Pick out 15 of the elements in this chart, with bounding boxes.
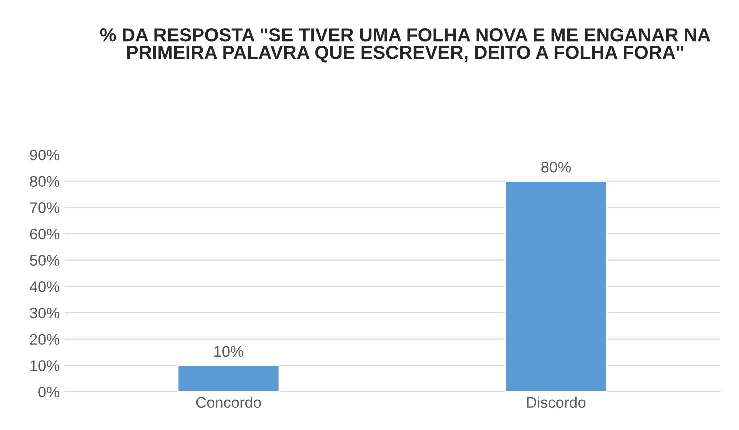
- y-tick-label: 90%: [30, 150, 60, 161]
- chart-title: % DA RESPOSTA "SE TIVER UMA FOLHA NOVA E ME ENGANAR NA PRIMEIRA PALAVRA QUE ESCREVER, DEITO A FOLHA FORA": [100, 28, 710, 63]
- data-label: 80%: [542, 162, 571, 173]
- y-tick-label: 0%: [38, 386, 60, 398]
- data-label: 10%: [214, 346, 244, 358]
- y-tick-label: 80%: [30, 176, 60, 188]
- y-tick-label: 50%: [30, 255, 60, 266]
- y-tick-label: 20%: [30, 334, 60, 346]
- y-tick-label: 30%: [30, 308, 60, 319]
- x-tick-label: Discordo: [527, 396, 586, 408]
- y-tick-label: 70%: [30, 202, 60, 214]
- y-tick-label: 40%: [30, 282, 60, 292]
- x-tick-label: Concordo: [196, 396, 262, 408]
- y-tick-label: 60%: [30, 228, 60, 240]
- y-tick-label: 10%: [30, 360, 60, 372]
